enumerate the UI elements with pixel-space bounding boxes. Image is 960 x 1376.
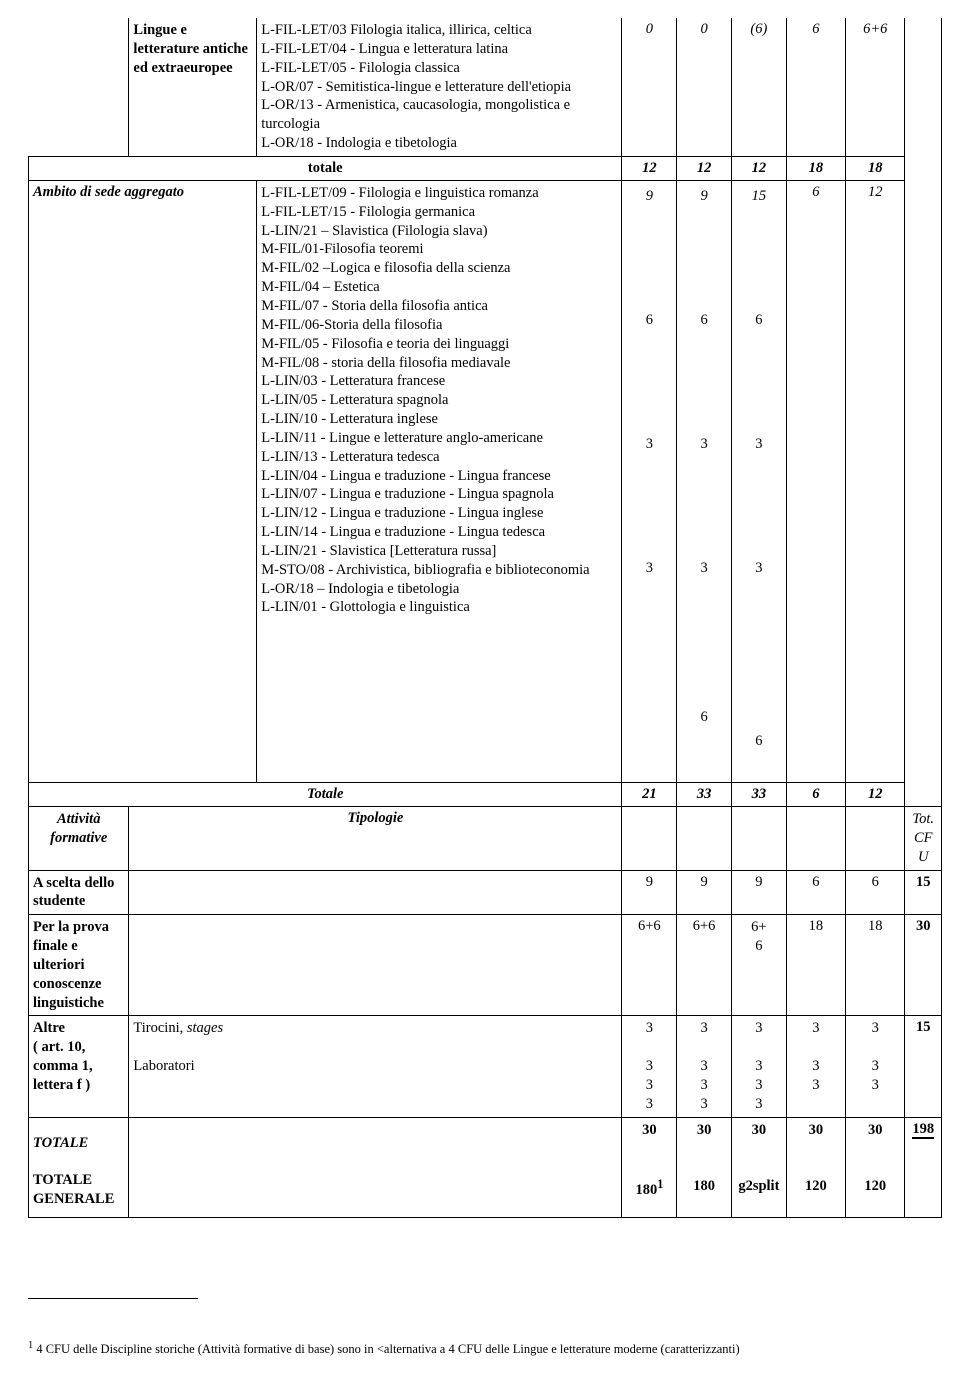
value: (6) [731, 18, 786, 156]
total-row: Totale 21 33 33 6 12 [29, 783, 942, 807]
footnote: 1 4 CFU delle Discipline storiche (Attiv… [28, 1339, 942, 1358]
table-row: Per la prova finale e ulteriori conoscen… [29, 915, 942, 1016]
table-row: Lingue e letterature antiche ed extraeur… [29, 18, 942, 156]
value: 0 [677, 18, 732, 156]
total-row: totale 12 12 12 18 18 [29, 156, 942, 180]
table-row: A scelta dello studente 9 9 9 6 6 15 [29, 870, 942, 915]
header-row: Attività formative Tipologie Tot. CFU [29, 807, 942, 871]
course-list: L-FIL-LET/09 - Filologia e linguistica r… [257, 180, 622, 782]
value: 6 [786, 18, 845, 156]
table-row: Altre( art. 10, comma 1, lettera f ) Tir… [29, 1016, 942, 1117]
value: 6+6 [846, 18, 905, 156]
curriculum-table: Lingue e letterature antiche ed extraeur… [28, 18, 942, 1218]
course-list: L-FIL-LET/03 Filologia italica, illirica… [257, 18, 622, 156]
typologies-header: Tipologie [129, 807, 622, 871]
footnote-separator [28, 1298, 198, 1299]
total-label: totale [29, 156, 622, 180]
value: 0 [622, 18, 677, 156]
grand-total-row: TOTALETOTALE GENERALE 301801 30180 30g2s… [29, 1117, 942, 1217]
section-label: Ambito di sede aggregato [29, 180, 257, 782]
total-cfu-header: Tot. CFU [905, 807, 942, 871]
total-label: Totale [29, 783, 622, 807]
subject-area: Lingue e letterature antiche ed extraeur… [129, 18, 257, 156]
activities-header: Attività formative [29, 807, 129, 871]
table-row: Ambito di sede aggregato L-FIL-LET/09 - … [29, 180, 942, 782]
